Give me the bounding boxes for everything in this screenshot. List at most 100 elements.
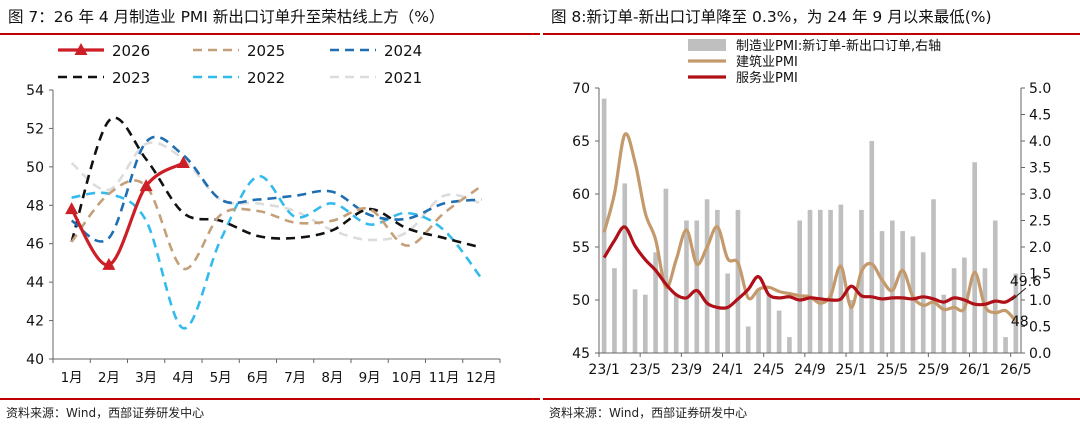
right-x-tick-label: 23/1 — [588, 362, 619, 378]
right-right-y-tick-label: 2.0 — [1029, 240, 1051, 256]
right-bar — [859, 209, 864, 353]
right-left-y-tick-label: 70 — [572, 81, 590, 97]
left-series-line-2024 — [70, 135, 482, 243]
right-bar — [807, 209, 813, 353]
left-series-marker-2026 — [176, 156, 190, 169]
left-y-tick-label: 42 — [26, 314, 44, 330]
right-bar — [838, 204, 844, 353]
right-right-y-tick-label: 3.5 — [1029, 161, 1051, 177]
right-x-tick-label: 24/1 — [712, 362, 743, 378]
right-legend-swatch-bar — [688, 39, 726, 51]
right-bar — [776, 310, 782, 353]
right-right-y-tick-label: 0.5 — [1029, 320, 1051, 336]
right-chart-svg: 45 50 55 60 65 70 0.0 0.5 1.0 1.5 2.0 2.5 3.0 3.5 4.0 4… — [572, 38, 1051, 378]
right-bar — [869, 141, 875, 353]
right-bar — [653, 252, 658, 353]
right-left-y-tick-label: 55 — [572, 240, 590, 256]
left-y-tick-label: 40 — [26, 352, 44, 368]
left-top-rule — [0, 33, 540, 35]
left-x-tick-label: 9月 — [359, 370, 381, 386]
right-bar — [982, 268, 988, 353]
right-x-tick-label: 24/9 — [794, 362, 825, 378]
right-bar — [725, 273, 730, 353]
right-bar — [612, 268, 617, 353]
left-x-tick-label: 6月 — [247, 370, 269, 386]
left-x-tick-label: 7月 — [284, 370, 306, 386]
right-bar — [900, 231, 905, 353]
left-series-line-2021 — [70, 141, 482, 242]
left-legend-label-2022: 2022 — [247, 69, 285, 87]
right-bar — [766, 294, 772, 353]
right-chart-panel: 图 8:新订单-新出口订单降至 0.3%，为 24 年 9 月以来最低(%) 4… — [543, 0, 1080, 425]
left-y-tick-label: 54 — [26, 83, 44, 99]
right-annotation-leader — [1011, 287, 1027, 301]
right-legend-label-construction: 建筑业PMI — [736, 54, 798, 70]
left-y-tick-label: 48 — [26, 198, 44, 214]
left-y-tick-label: 50 — [26, 160, 44, 176]
right-right-y-tick-label: 1.5 — [1029, 267, 1051, 283]
right-bar — [601, 98, 607, 353]
right-bar — [797, 220, 803, 353]
right-bar — [920, 252, 926, 353]
right-bar — [890, 220, 895, 353]
right-x-tick-label: 25/9 — [918, 362, 949, 378]
left-x-tick-label: 3月 — [135, 370, 157, 386]
right-bar — [694, 220, 700, 353]
left-x-tick-label: 11月 — [429, 370, 460, 386]
right-x-tick-label: 24/5 — [753, 362, 784, 378]
right-bar — [643, 294, 648, 353]
left-x-tick-label: 1月 — [61, 370, 83, 386]
right-bar — [704, 199, 710, 353]
left-y-tick-label: 44 — [26, 275, 44, 291]
left-legend-label-2024: 2024 — [384, 42, 422, 60]
left-legend-marker-2026 — [74, 43, 88, 55]
right-bar — [756, 289, 761, 353]
left-series-marker-2026 — [65, 202, 79, 215]
left-x-tick-label: 2月 — [98, 370, 120, 386]
left-series-line-2023 — [70, 116, 482, 249]
right-bar — [684, 220, 689, 353]
right-bar — [1003, 337, 1008, 353]
right-left-y-tick-label: 65 — [572, 134, 590, 150]
right-bar — [951, 268, 957, 353]
right-bar — [632, 289, 638, 353]
left-x-tick-label: 4月 — [172, 370, 194, 386]
right-right-y-tick-label: 1.0 — [1029, 293, 1051, 309]
right-bar — [879, 231, 885, 353]
right-bar — [715, 209, 720, 353]
right-top-rule — [543, 33, 1080, 35]
right-legend-label-service: 服务业PMI — [736, 70, 798, 86]
left-x-tick-label: 12月 — [466, 370, 497, 386]
right-series-line-服务业PMI — [602, 225, 1017, 310]
right-bar — [735, 209, 741, 353]
right-bar — [817, 209, 823, 353]
left-x-tick-label: 10月 — [392, 370, 423, 386]
right-source-note: 资料来源：Wind，西部证券研发中心 — [549, 406, 748, 420]
right-left-y-tick-label: 50 — [572, 293, 590, 309]
right-x-tick-label: 23/5 — [630, 362, 661, 378]
right-legend-label-bar: 制造业PMI:新订单-新出口订单,右轴 — [736, 38, 941, 54]
right-bar — [828, 209, 833, 353]
right-bar — [848, 300, 854, 353]
right-left-y-tick-label: 60 — [572, 187, 590, 203]
right-bar — [992, 220, 998, 353]
right-bar — [673, 294, 679, 353]
left-legend-label-2026: 2026 — [112, 42, 150, 60]
right-bar — [931, 199, 936, 353]
right-x-tick-label: 23/9 — [671, 362, 702, 378]
right-bar — [787, 337, 792, 353]
right-right-y-tick-label: 4.5 — [1029, 108, 1051, 124]
right-bar — [972, 162, 977, 353]
right-bar — [941, 294, 947, 353]
right-chart-title: 图 8:新订单-新出口订单降至 0.3%，为 24 年 9 月以来最低(%) — [551, 8, 992, 26]
left-x-tick-label: 5月 — [210, 370, 232, 386]
right-bottom-rule — [543, 398, 1080, 400]
left-chart-svg: 40 42 44 46 48 50 52 54 1月 2月 3月 4月 5月 6月 7月 8月 9月 10月 11月… — [26, 42, 501, 386]
left-x-tick-label: 8月 — [321, 370, 343, 386]
left-series-line-2025 — [70, 179, 483, 271]
right-annotation-construction-value: 48 — [1011, 314, 1029, 330]
right-bar — [622, 183, 628, 353]
left-chart-title: 图 7：26 年 4 月制造业 PMI 新出口订单升至荣枯线上方（%） — [8, 8, 445, 26]
right-x-tick-label: 26/1 — [959, 362, 990, 378]
left-legend-label-2025: 2025 — [247, 42, 285, 60]
